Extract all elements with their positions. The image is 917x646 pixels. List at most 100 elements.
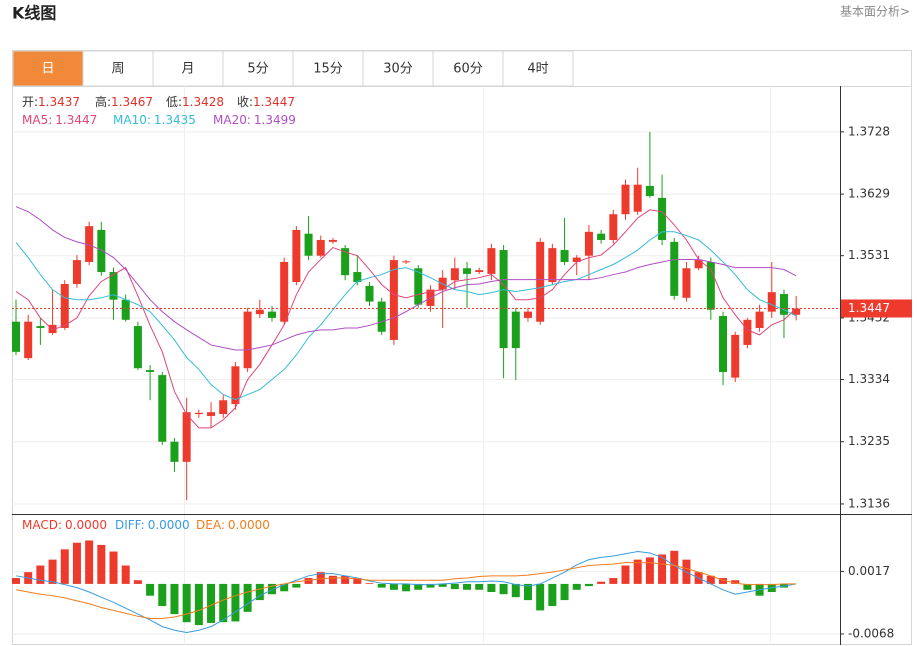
candle-body xyxy=(389,260,398,340)
tab-label[interactable]: 30分 xyxy=(383,62,413,77)
macd-bar xyxy=(48,559,57,584)
macd-bar xyxy=(658,554,667,584)
plot-area xyxy=(12,131,801,501)
macd-bar xyxy=(121,565,130,584)
macd-bar xyxy=(719,578,728,584)
tab-label[interactable]: 月 xyxy=(181,62,194,77)
macd-bar xyxy=(182,583,191,623)
macd-bar xyxy=(146,583,155,596)
macd-bar xyxy=(194,583,203,626)
tab-bg[interactable] xyxy=(152,50,224,87)
candle-body xyxy=(658,197,667,240)
macd-bar xyxy=(12,578,20,584)
candle-body xyxy=(572,257,581,262)
candle-body xyxy=(231,366,240,405)
legend-name: DEA: xyxy=(196,518,225,532)
chart-frame xyxy=(12,50,912,645)
tab-label[interactable]: 5分 xyxy=(247,62,268,77)
macd-bar xyxy=(85,540,94,584)
macd-bar xyxy=(438,583,447,587)
macd-bar xyxy=(292,583,301,588)
y-tick-label: 1.3531 xyxy=(848,248,890,262)
candle-body xyxy=(584,231,593,256)
ohlc-value: 1.3428 xyxy=(182,95,224,109)
candle-body xyxy=(133,326,142,369)
y-tick-label: 1.3235 xyxy=(848,434,890,448)
candle-body xyxy=(560,250,569,262)
candle-body xyxy=(85,226,94,262)
macd-bar xyxy=(621,565,630,584)
macd-bar xyxy=(328,575,337,584)
candle-body xyxy=(146,370,155,372)
candle-body xyxy=(719,316,728,372)
candle-body xyxy=(24,321,33,359)
macd-bar xyxy=(97,544,106,584)
candle-body xyxy=(304,233,313,256)
macd-bar xyxy=(536,583,545,611)
candle-body xyxy=(511,311,520,349)
candle-body xyxy=(523,311,532,318)
macd-bar xyxy=(304,578,313,584)
candle-body xyxy=(548,248,557,283)
candle-body xyxy=(450,268,459,281)
tab-bg[interactable] xyxy=(362,50,434,87)
macd-bar xyxy=(389,583,398,590)
tab-label[interactable]: 4时 xyxy=(527,62,548,77)
ohlc-info: 高:1.3467 xyxy=(95,94,153,109)
candle-body xyxy=(682,268,691,298)
tab-label[interactable]: 60分 xyxy=(453,62,483,77)
y-tick-label: 1.3136 xyxy=(848,496,890,510)
macd-bar xyxy=(60,549,69,584)
candle-body xyxy=(292,229,301,283)
legend-value: 0.0000 xyxy=(65,518,107,532)
macd-bar xyxy=(402,583,411,592)
tab-bg[interactable] xyxy=(502,50,574,87)
candle-body xyxy=(767,292,776,312)
tab-label[interactable]: 周 xyxy=(111,62,124,77)
candle-body xyxy=(48,324,57,333)
macd-bar xyxy=(450,583,459,590)
candle-body xyxy=(158,375,167,442)
legend-name: MA20: xyxy=(213,113,251,127)
fundamental-link[interactable]: 基本面分析> xyxy=(840,5,910,19)
candle-body xyxy=(60,283,69,328)
macd-bar xyxy=(523,583,532,601)
y-tick-label: 1.3334 xyxy=(848,372,890,386)
candle-body xyxy=(328,239,337,242)
macd-bar xyxy=(499,583,508,595)
legend-entry: MA5: 1.3447 xyxy=(22,113,97,127)
candle-body xyxy=(194,412,203,415)
candle-body xyxy=(743,319,752,345)
tab-label[interactable]: 日 xyxy=(41,62,54,77)
macd-bar xyxy=(267,583,276,595)
ohlc-info: 低:1.3428 xyxy=(166,95,224,109)
tab-bg[interactable] xyxy=(82,50,154,87)
tab-bar: 日 周 月 5分 15分 30分 60分 4时 xyxy=(12,50,574,87)
line-series xyxy=(15,206,797,351)
macd-bar xyxy=(414,583,423,590)
candle-body xyxy=(219,400,228,415)
candle-body xyxy=(499,250,508,349)
legend-value: 0.0000 xyxy=(148,518,190,532)
legend-value: 1.3435 xyxy=(154,113,196,127)
candle-body xyxy=(536,241,545,322)
candle-body xyxy=(755,311,764,328)
candle-body xyxy=(316,239,325,256)
candle-body xyxy=(365,285,374,302)
macd-bar xyxy=(548,583,557,606)
y-tick-label: -0.0068 xyxy=(848,626,894,640)
page-title: K线图 xyxy=(12,4,56,23)
last-price-tag xyxy=(841,299,912,318)
macd-bar xyxy=(475,583,484,590)
candle-body xyxy=(170,441,179,462)
ohlc-value: 1.3447 xyxy=(253,95,295,109)
candle-body xyxy=(267,311,276,318)
ohlc-label: 高: xyxy=(95,94,111,109)
plot-area xyxy=(12,540,797,633)
macd-bar xyxy=(365,583,374,584)
tab-label[interactable]: 15分 xyxy=(313,62,343,77)
candle-body xyxy=(609,214,618,240)
macd-bar xyxy=(731,580,740,584)
